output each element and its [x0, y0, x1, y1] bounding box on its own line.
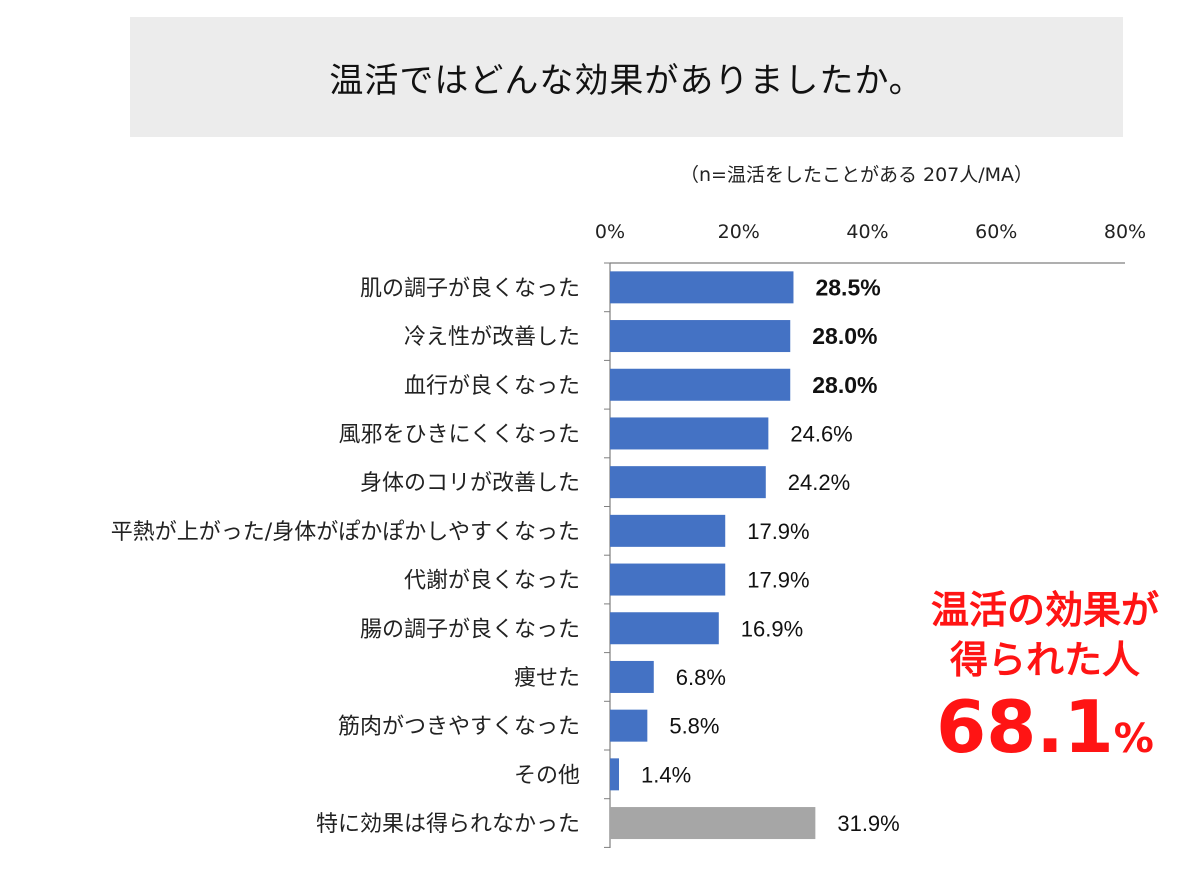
sample-note: （n=温活をしたことがある 207人/MA） [680, 164, 1034, 186]
result-callout: 温活の効果が 得られた人 68.1% [910, 585, 1180, 779]
bar [610, 758, 620, 791]
category-label: 身体のコリが改善した [360, 471, 580, 496]
x-tick-label: 80% [1104, 221, 1146, 243]
category-label: 冷え性が改善した [404, 325, 580, 350]
bar [610, 368, 791, 401]
category-label: 風邪をひきにくくなった [338, 422, 580, 447]
data-label: 16.9% [741, 616, 803, 641]
bar [610, 320, 791, 353]
bar [610, 514, 726, 547]
callout-value-wrap: 68.1% [910, 687, 1180, 779]
category-label: その他 [514, 763, 580, 788]
bar [610, 612, 719, 645]
bar [610, 271, 794, 304]
data-label: 31.9% [837, 811, 899, 836]
data-label: 5.8% [669, 714, 719, 739]
bar [610, 709, 648, 742]
title-box: 温活ではどんな効果がありましたか。 [130, 17, 1123, 137]
x-tick-label: 40% [846, 221, 888, 243]
category-label: 平熱が上がった/身体がぽかぽかしやすくなった [111, 520, 580, 545]
bar [610, 563, 726, 596]
x-tick-label: 20% [718, 221, 760, 243]
data-label: 1.4% [641, 762, 691, 787]
data-label: 28.5% [815, 274, 880, 300]
category-label: 肌の調子が良くなった [360, 276, 580, 301]
data-label: 24.6% [790, 421, 852, 446]
bar [610, 417, 769, 450]
data-label: 28.0% [812, 372, 877, 398]
bar [610, 660, 654, 693]
data-label: 6.8% [676, 665, 726, 690]
chart-title: 温活ではどんな効果がありましたか。 [329, 60, 924, 101]
category-label: 痩せた [514, 666, 580, 691]
callout-value: 68.1 [936, 685, 1114, 769]
x-tick-label: 0% [595, 221, 625, 243]
data-label: 28.0% [812, 323, 877, 349]
bar [610, 807, 816, 840]
data-label: 24.2% [788, 470, 850, 495]
x-tick-label: 60% [975, 221, 1017, 243]
data-label: 17.9% [747, 519, 809, 544]
callout-unit: % [1113, 716, 1154, 762]
callout-line2: 得られた人 [949, 638, 1140, 682]
category-label: 特に効果は得られなかった [316, 812, 580, 837]
callout-line1: 温活の効果が [930, 588, 1159, 632]
bar [610, 466, 766, 499]
category-label: 代謝が良くなった [404, 569, 580, 594]
category-label: 筋肉がつきやすくなった [338, 715, 580, 740]
category-label: 腸の調子が良くなった [360, 617, 580, 642]
category-label: 血行が良くなった [404, 374, 580, 399]
data-label: 17.9% [747, 568, 809, 593]
